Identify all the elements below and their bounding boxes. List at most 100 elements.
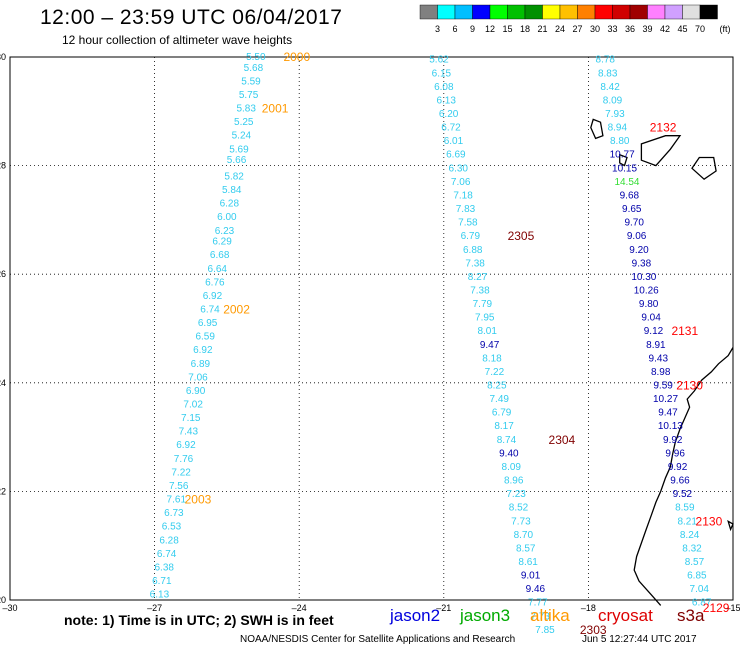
wave-height-value: 9.40 (499, 448, 519, 459)
wave-height-value: 7.77 (528, 598, 548, 609)
wave-height-value: 14.54 (614, 177, 639, 188)
wave-height-value: 6.29 (212, 237, 232, 248)
lon-tick-label: –18 (581, 603, 596, 613)
legend-mission-altika: altika (530, 606, 570, 625)
wave-height-value: 9.65 (622, 204, 642, 215)
pass-time-label: 2132 (650, 121, 677, 135)
wave-height-value: 5.69 (229, 144, 249, 155)
wave-height-value: 10.27 (653, 394, 678, 405)
wave-height-value: 6.71 (152, 576, 172, 587)
wave-height-value: 6.15 (432, 68, 452, 79)
wave-height-value: 8.80 (610, 136, 630, 147)
gran-canaria-island (691, 156, 717, 181)
lon-tick-label: –30 (2, 603, 17, 613)
wave-height-value: 6.08 (434, 82, 454, 93)
wave-height-value: 7.22 (485, 367, 505, 378)
wave-height-value: 8.57 (516, 543, 536, 554)
wave-height-value: 10.30 (631, 272, 656, 283)
wave-height-value: 5.84 (222, 185, 242, 196)
wave-height-value: 10.15 (612, 163, 637, 174)
wave-height-value: 9.01 (521, 571, 541, 582)
lon-tick-label: –21 (436, 603, 451, 613)
colorbar-tick-label: 15 (502, 24, 512, 34)
wave-height-value: 8.74 (497, 435, 517, 446)
colorbar-tick-label: 6 (452, 24, 457, 34)
wave-height-value: 6.79 (492, 408, 512, 419)
wave-height-value: 6.23 (215, 226, 235, 237)
legend-mission-cryosat: cryosat (598, 606, 653, 625)
wave-height-value: 6.53 (162, 522, 182, 533)
wave-height-value: 6.13 (150, 590, 170, 601)
wave-height-value: 5.59 (241, 76, 261, 87)
colorbar-tick-label: 24 (555, 24, 565, 34)
wave-height-value: 6.90 (186, 386, 206, 397)
footer-credit: NOAA/NESDIS Center for Satellite Applica… (240, 634, 516, 645)
wave-height-value: 9.38 (632, 258, 652, 269)
wave-height-value: 6.30 (449, 163, 469, 174)
wave-height-value: 8.96 (504, 476, 524, 487)
colorbar-tick-label: 3 (435, 24, 440, 34)
wave-height-value: 9.92 (668, 462, 688, 473)
wave-height-value: 6.64 (208, 264, 228, 275)
colorbar-tick-label: 9 (470, 24, 475, 34)
pass-time-label: 2002 (223, 302, 250, 316)
legend-mission-s3a: s3a (677, 606, 705, 625)
wave-height-value: 7.73 (530, 611, 550, 622)
wave-height-value: 6.79 (461, 231, 481, 242)
wave-height-value: 9.70 (624, 218, 644, 229)
wave-height-value: 5.50 (246, 52, 266, 63)
page-subtitle: 12 hour collection of altimeter wave hei… (62, 33, 293, 47)
wave-height-value: 6.69 (446, 150, 466, 161)
wave-height-value: 7.06 (188, 372, 208, 383)
wave-height-value: 5.83 (236, 104, 256, 115)
wave-height-value: 6.59 (195, 332, 215, 343)
wave-height-value: 8.94 (608, 123, 628, 134)
pass-time-label: 2304 (549, 433, 576, 447)
wave-height-value: 9.20 (629, 245, 649, 256)
wave-height-map: 202224262830–30–27–24–21–18–155.505.685.… (0, 50, 740, 637)
wave-height-value: 6.92 (176, 440, 196, 451)
wave-height-value: 8.52 (509, 503, 529, 514)
wave-height-value: 7.06 (451, 177, 471, 188)
wave-height-value: 5.24 (232, 131, 252, 142)
wave-height-value: 7.56 (169, 481, 189, 492)
wave-height-value: 10.26 (634, 285, 659, 296)
wave-height-value: 8.01 (477, 326, 497, 337)
wave-height-value: 7.95 (475, 313, 495, 324)
wave-height-value: 6.88 (463, 245, 483, 256)
pass-time-label: 2003 (185, 493, 212, 507)
wave-height-colorbar: 3 6 9 12 15 18 21 24 27 30 33 36 39 42 45 70 (ft) (419, 4, 731, 34)
wave-height-value: 5.62 (429, 55, 449, 66)
wave-height-value: 6.38 (155, 562, 175, 573)
wave-height-value: 7.79 (473, 299, 493, 310)
wave-height-value: 9.96 (665, 448, 685, 459)
wave-height-value: 7.83 (456, 204, 476, 215)
africa-coastline (633, 347, 734, 606)
wave-height-value: 7.15 (181, 413, 201, 424)
footer-note: note: 1) Time is in UTC; 2) SWH is in fe… (64, 612, 334, 628)
legend-mission-jason3: jason3 (460, 606, 511, 625)
wave-height-value: 8.17 (494, 421, 514, 432)
wave-height-value: 8.70 (514, 530, 534, 541)
colorbar-unit-label: (ft) (720, 24, 731, 34)
map-frame (9, 56, 734, 601)
wave-height-value: 7.22 (171, 467, 191, 478)
colorbar-tick-label: 70 (695, 24, 705, 34)
lon-tick-label: –24 (292, 603, 307, 613)
lat-tick-label: 22 (0, 486, 6, 496)
colorbar-tick-label: 33 (607, 24, 617, 34)
wave-height-value: 7.02 (183, 400, 203, 411)
la-gomera-island (619, 153, 628, 167)
lat-tick-label: 20 (0, 595, 6, 605)
colorbar-tick-label: 42 (660, 24, 670, 34)
wave-height-value: 9.47 (480, 340, 500, 351)
track-altika-west: 5.505.68 5.59 5.75 5.83 5.25 5.24 5.695.66 5.82… (150, 52, 266, 601)
wave-height-value: 6.74 (157, 549, 177, 560)
wave-height-value: 5.25 (234, 117, 254, 128)
lat-tick-label: 28 (0, 161, 6, 171)
wave-height-value: 5.82 (224, 171, 244, 182)
colorbar-tick-label: 36 (625, 24, 635, 34)
wave-height-value: 6.74 (200, 304, 220, 315)
wave-height-value: 7.49 (489, 394, 509, 405)
wave-height-value: 6.68 (210, 250, 230, 261)
